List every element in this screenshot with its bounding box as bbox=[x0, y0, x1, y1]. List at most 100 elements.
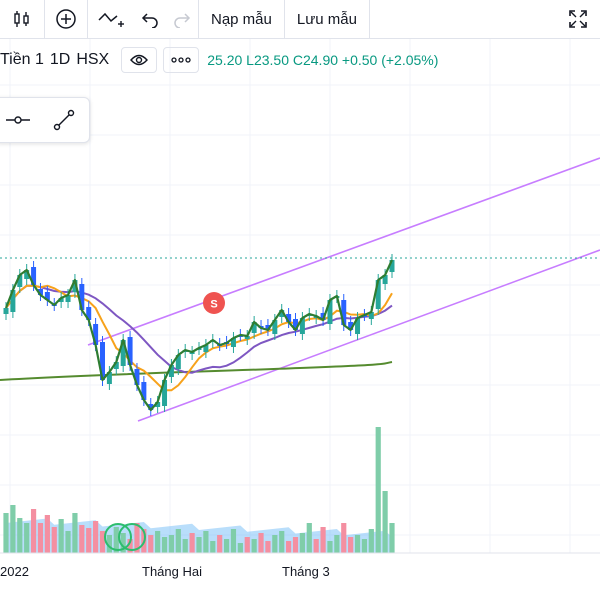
signal-marker-circle bbox=[203, 292, 225, 314]
candle-body-2 bbox=[17, 275, 23, 287]
volume-highlight-circle-1 bbox=[104, 523, 132, 551]
candle-body-17 bbox=[120, 340, 126, 366]
volume-bar-10 bbox=[72, 513, 78, 553]
volume-bar-9 bbox=[65, 531, 71, 553]
volume-bar-55 bbox=[382, 491, 388, 553]
volume-bar-13 bbox=[93, 521, 99, 553]
ma-fast-line bbox=[5, 284, 393, 392]
candle-body-18 bbox=[127, 337, 133, 365]
volume-bar-40 bbox=[279, 531, 285, 553]
candle-body-15 bbox=[106, 372, 112, 384]
candle-body-12 bbox=[86, 307, 92, 320]
volume-bar-52 bbox=[361, 539, 368, 553]
candle-body-14 bbox=[100, 342, 105, 380]
volume-bar-6 bbox=[44, 515, 50, 553]
candle-body-13 bbox=[93, 324, 99, 345]
add-indicator-icon[interactable] bbox=[45, 0, 87, 38]
volume-bar-43 bbox=[299, 533, 305, 553]
volume-bar-2 bbox=[17, 518, 23, 553]
horizontal-ray-icon[interactable] bbox=[0, 98, 41, 142]
candle-body-49 bbox=[341, 300, 347, 325]
volume-bar-32 bbox=[223, 539, 230, 553]
load-template-button[interactable]: Nạp mẫu bbox=[211, 10, 272, 28]
volume-bar-48 bbox=[334, 535, 340, 553]
exchange-name: HSX bbox=[76, 51, 110, 68]
candlesticks bbox=[3, 254, 395, 416]
candle-body-42 bbox=[293, 319, 298, 330]
volume-bar-39 bbox=[272, 535, 278, 553]
volume-bar-37 bbox=[258, 533, 264, 553]
undo-icon[interactable] bbox=[134, 0, 166, 38]
candle-body-3 bbox=[24, 270, 30, 279]
candle-body-22 bbox=[155, 402, 161, 407]
ohlc-values: 25.20 L23.50 C24.90 +0.50 (+2.05%) bbox=[207, 52, 439, 68]
candle-body-24 bbox=[168, 365, 174, 377]
volume-bar-14 bbox=[99, 531, 106, 553]
volume-bar-54 bbox=[375, 427, 381, 553]
ma-slow-line bbox=[0, 361, 393, 381]
volume-bar-1 bbox=[10, 505, 16, 553]
volume-bar-19 bbox=[134, 523, 140, 553]
close-price-line bbox=[4, 259, 393, 412]
volume-bar-34 bbox=[237, 543, 243, 553]
chart-legend: Tiền 1 1D HSX 25.20 L23.50 C24.90 +0.50 … bbox=[0, 46, 438, 74]
candle-body-33 bbox=[230, 338, 236, 347]
candle-body-8 bbox=[58, 298, 64, 302]
volume-bar-51 bbox=[354, 535, 361, 553]
volume-bar-49 bbox=[341, 523, 347, 553]
volume-bar-56 bbox=[389, 523, 395, 553]
candle-body-47 bbox=[327, 300, 333, 324]
channel-lower-line bbox=[137, 249, 600, 422]
channel-upper-line bbox=[87, 157, 600, 346]
volume-bar-42 bbox=[292, 537, 299, 553]
x-label-feb: Tháng Hai bbox=[142, 564, 202, 579]
volume-bar-11 bbox=[79, 525, 85, 553]
volume-pane bbox=[3, 427, 395, 553]
candle-body-36 bbox=[251, 322, 257, 333]
candle-body-38 bbox=[265, 325, 271, 330]
volume-bar-4 bbox=[30, 509, 37, 553]
candle-body-25 bbox=[175, 355, 181, 369]
eye-icon[interactable] bbox=[121, 47, 158, 73]
volume-bar-47 bbox=[327, 541, 333, 553]
candle-body-50 bbox=[348, 322, 354, 330]
more-icon[interactable] bbox=[163, 47, 200, 73]
volume-bar-41 bbox=[286, 541, 292, 553]
candle-body-40 bbox=[279, 310, 285, 317]
candle-body-23 bbox=[162, 380, 168, 406]
volume-bar-3 bbox=[24, 523, 30, 553]
volume-bar-15 bbox=[106, 535, 112, 553]
candle-body-56 bbox=[389, 260, 395, 272]
trend-channel[interactable] bbox=[87, 157, 600, 422]
candle-body-6 bbox=[44, 292, 50, 300]
volume-highlight-circle-2 bbox=[118, 523, 146, 551]
volume-bar-8 bbox=[58, 519, 64, 553]
redo-icon[interactable] bbox=[166, 0, 198, 38]
volume-bar-28 bbox=[196, 537, 202, 553]
fullscreen-icon[interactable] bbox=[556, 0, 600, 38]
symbol-name[interactable]: Tiền 1 bbox=[0, 51, 44, 68]
candle-body-35 bbox=[244, 336, 250, 339]
save-template-button[interactable]: Lưu mẫu bbox=[296, 10, 357, 28]
candle-body-10 bbox=[72, 280, 78, 292]
volume-bar-50 bbox=[348, 537, 354, 553]
candle-body-11 bbox=[79, 284, 85, 310]
top-toolbar: Nạp mẫu Lưu mẫu bbox=[0, 0, 600, 39]
candles-icon[interactable] bbox=[0, 0, 44, 38]
candle-body-21 bbox=[148, 404, 154, 410]
signal-marker[interactable]: S bbox=[203, 292, 225, 314]
volume-bar-38 bbox=[265, 541, 271, 553]
candle-body-19 bbox=[134, 369, 140, 385]
volume-bar-0 bbox=[3, 513, 9, 553]
volume-bar-53 bbox=[368, 529, 374, 553]
interval-value[interactable]: 1D bbox=[49, 51, 71, 68]
volume-bar-21 bbox=[148, 535, 154, 553]
volume-bar-17 bbox=[120, 533, 126, 553]
candle-body-39 bbox=[272, 320, 278, 334]
volume-bar-31 bbox=[217, 535, 223, 553]
trend-line-icon[interactable] bbox=[41, 98, 87, 142]
candle-body-16 bbox=[113, 362, 119, 369]
compare-icon[interactable] bbox=[88, 0, 134, 38]
volume-bar-33 bbox=[230, 529, 237, 553]
